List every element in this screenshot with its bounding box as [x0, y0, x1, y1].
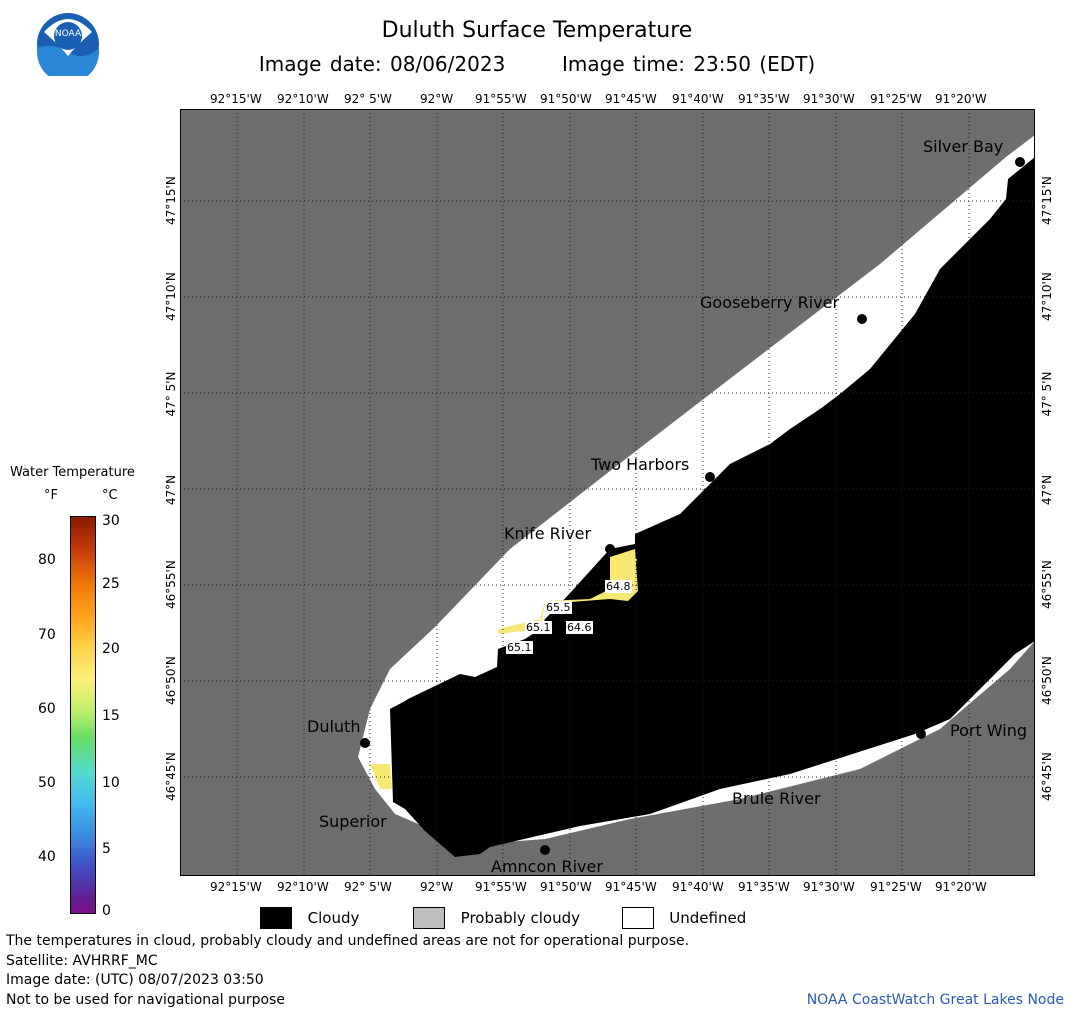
- legend-cloudy: Cloudy: [307, 908, 360, 927]
- lat-label: 46°50'N: [164, 656, 178, 705]
- image-date-utc: Image date: (UTC) 08/07/2023 03:50: [6, 972, 264, 988]
- temperature-label: 65.1: [525, 621, 552, 634]
- marker-brule-river: [737, 772, 747, 782]
- lon-label: 91°30'W: [803, 880, 855, 894]
- c-tick: 20: [102, 641, 120, 657]
- lon-label: 91°50'W: [540, 880, 592, 894]
- lat-label: 47° 5'N: [164, 371, 178, 417]
- colorbar-title: Water Temperature: [10, 465, 135, 480]
- marker-gooseberry-river: [857, 314, 867, 324]
- lon-label: 91°20'W: [935, 880, 987, 894]
- place-brule-river: Brule River: [732, 789, 821, 808]
- map-border: [180, 109, 1035, 876]
- f-tick: 70: [38, 627, 56, 643]
- noaa-logo: NOAA: [36, 12, 100, 83]
- lon-label: 91°45'W: [605, 880, 657, 894]
- colorbar: [70, 516, 96, 914]
- credit: NOAA CoastWatch Great Lakes Node: [806, 992, 1064, 1008]
- lon-label: 91°30'W: [803, 92, 855, 106]
- lon-label: 92°W: [420, 92, 454, 106]
- temperature-map: [180, 109, 1035, 876]
- marker-two-harbors: [705, 472, 715, 482]
- lat-label: 47°10'N: [1040, 272, 1054, 321]
- image-date: Image date: 08/06/2023: [258, 52, 506, 76]
- lat-label: 46°50'N: [1040, 656, 1054, 705]
- legend-swatch-undefined: [621, 907, 654, 929]
- lat-label: 47°15'N: [164, 176, 178, 225]
- cloudy-area: [390, 157, 1035, 857]
- c-tick: 10: [102, 775, 120, 791]
- subtitle: Image date: 08/06/2023 Image time: 23:50…: [0, 52, 1074, 76]
- marker-duluth: [360, 738, 370, 748]
- lat-label: 47°N: [1040, 474, 1054, 506]
- legend-undefined: Undefined: [669, 908, 747, 927]
- lat-label: 47°10'N: [164, 272, 178, 321]
- lon-label: 92°10'W: [277, 880, 329, 894]
- lon-label: 92°15'W: [210, 880, 262, 894]
- lon-label: 91°55'W: [475, 92, 527, 106]
- legend-swatch-cloudy: [260, 907, 292, 929]
- c-tick: 0: [102, 903, 111, 919]
- lon-label: 92°10'W: [277, 92, 329, 106]
- lat-label: 46°45'N: [164, 752, 178, 801]
- logo-text: NOAA: [54, 29, 82, 39]
- lon-label: 91°55'W: [475, 880, 527, 894]
- f-tick: 80: [38, 552, 56, 568]
- nav-warning: Not to be used for navigational purpose: [6, 992, 285, 1008]
- c-tick: 30: [102, 513, 120, 529]
- lat-label: 47° 5'N: [1040, 371, 1054, 417]
- warm-water-area: [610, 549, 638, 601]
- lon-label: 91°45'W: [605, 92, 657, 106]
- place-amnicon-river: Amncon River: [491, 857, 603, 876]
- lat-label: 46°55'N: [164, 560, 178, 609]
- f-tick: 50: [38, 775, 56, 791]
- marker-silver-bay: [1015, 157, 1025, 167]
- temperature-label: 65.5: [545, 601, 572, 614]
- place-superior: Superior: [319, 812, 387, 831]
- satellite: Satellite: AVHRRF_MC: [6, 953, 158, 969]
- f-tick: 40: [38, 849, 56, 865]
- disclaimer: The temperatures in cloud, probably clou…: [6, 933, 690, 949]
- colorbar-unit-c: °C: [102, 488, 118, 503]
- lon-label: 91°20'W: [935, 92, 987, 106]
- lon-label: 91°25'W: [870, 880, 922, 894]
- lon-label: 91°25'W: [870, 92, 922, 106]
- place-two-harbors: Two Harbors: [591, 455, 690, 474]
- legend-probably-cloudy: Probably cloudy: [460, 908, 580, 927]
- c-tick: 5: [102, 841, 111, 857]
- place-knife-river: Knife River: [504, 524, 592, 543]
- lat-label: 46°45'N: [1040, 752, 1054, 801]
- marker-knife-river: [605, 544, 615, 554]
- page-title: Duluth Surface Temperature: [381, 18, 693, 43]
- place-port-wing: Port Wing: [950, 721, 1028, 740]
- legend: Cloudy Probably cloudy Undefined: [260, 907, 746, 929]
- place-silver-bay: Silver Bay: [923, 137, 1004, 156]
- lon-label: 91°35'W: [738, 880, 790, 894]
- lon-label: 91°40'W: [672, 92, 724, 106]
- lat-label: 47°N: [164, 474, 178, 506]
- lat-label: 47°15'N: [1040, 176, 1054, 225]
- image-time: Image time: 23:50 (EDT): [562, 52, 816, 76]
- temperature-label: 64.8: [605, 580, 632, 593]
- place-duluth: Duluth: [307, 717, 361, 736]
- marker-amnicon-river: [540, 845, 550, 855]
- legend-swatch-probably-cloudy: [413, 907, 446, 929]
- graticule: [180, 109, 1035, 876]
- lon-label: 92° 5'W: [344, 92, 392, 106]
- lon-label: 91°50'W: [540, 92, 592, 106]
- temperature-label: 64.6: [566, 621, 593, 634]
- f-tick: 60: [38, 701, 56, 717]
- lon-label: 91°40'W: [672, 880, 724, 894]
- lon-label: 92°15'W: [210, 92, 262, 106]
- c-tick: 15: [102, 708, 120, 724]
- colorbar-unit-f: °F: [44, 488, 58, 503]
- c-tick: 25: [102, 576, 120, 592]
- lon-label: 92°W: [420, 880, 454, 894]
- lon-label: 91°35'W: [738, 92, 790, 106]
- marker-port-wing: [916, 729, 926, 739]
- lat-label: 46°55'N: [1040, 560, 1054, 609]
- place-gooseberry-river: Gooseberry River: [700, 293, 840, 312]
- temperature-label: 65.1: [506, 641, 533, 654]
- lon-label: 92° 5'W: [344, 880, 392, 894]
